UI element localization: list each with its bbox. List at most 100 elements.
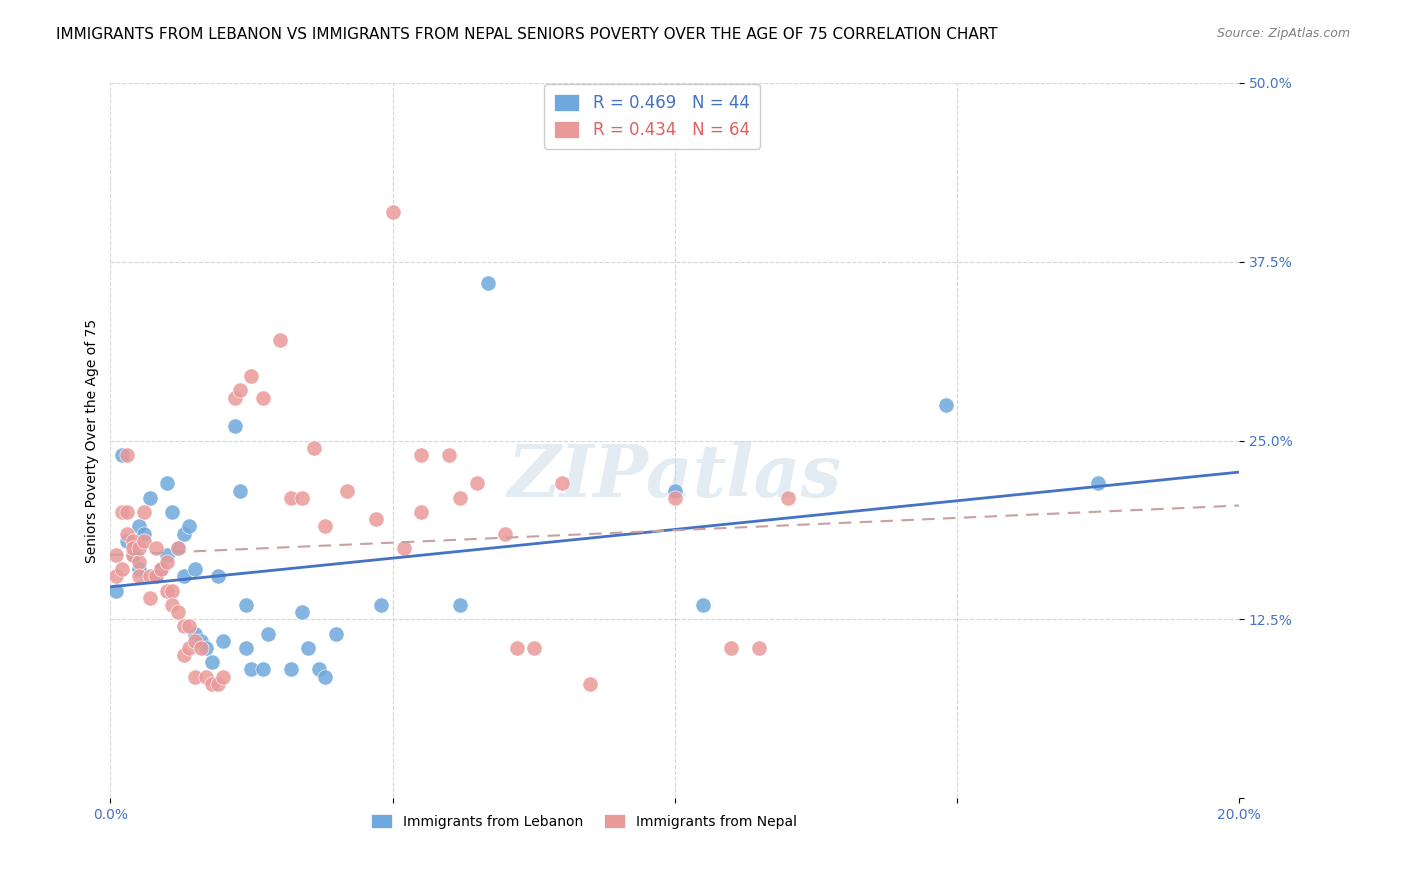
Point [664,491,686,505]
Point [257,626,280,640]
Point [1087,476,1109,491]
Point [409,505,432,519]
Point [240,369,263,384]
Point [437,448,460,462]
Point [523,640,546,655]
Point [156,555,179,569]
Point [692,598,714,612]
Point [184,633,207,648]
Point [190,633,212,648]
Point [776,491,799,505]
Point [505,640,527,655]
Point [477,276,499,290]
Text: Source: ZipAtlas.com: Source: ZipAtlas.com [1216,27,1350,40]
Point [150,562,173,576]
Point [167,541,190,555]
Point [128,541,150,555]
Point [370,598,392,612]
Point [381,204,404,219]
Point [128,519,150,533]
Point [145,569,167,583]
Point [212,669,235,683]
Point [748,640,770,655]
Point [184,669,207,683]
Point [167,541,190,555]
Text: IMMIGRANTS FROM LEBANON VS IMMIGRANTS FROM NEPAL SENIORS POVERTY OVER THE AGE OF: IMMIGRANTS FROM LEBANON VS IMMIGRANTS FR… [56,27,998,42]
Point [224,419,246,434]
Point [179,640,201,655]
Point [392,541,415,555]
Point [128,555,150,569]
Point [105,569,128,583]
Point [269,334,291,348]
Point [111,448,134,462]
Point [252,391,274,405]
Point [139,491,162,505]
Point [235,640,257,655]
Point [195,640,218,655]
Point [314,669,336,683]
Point [117,448,139,462]
Point [105,583,128,598]
Point [297,640,319,655]
Point [167,605,190,619]
Point [173,648,195,662]
Point [291,491,314,505]
Point [134,533,156,548]
Point [184,626,207,640]
Point [122,541,145,555]
Point [128,569,150,583]
Point [134,526,156,541]
Point [224,391,246,405]
Point [240,662,263,676]
Point [173,619,195,633]
Point [336,483,359,498]
Point [449,491,471,505]
Point [229,384,252,398]
Point [173,526,195,541]
Legend: Immigrants from Lebanon, Immigrants from Nepal: Immigrants from Lebanon, Immigrants from… [366,808,803,834]
Point [117,526,139,541]
Point [207,569,229,583]
Point [494,526,516,541]
Point [173,569,195,583]
Point [280,662,302,676]
Point [364,512,387,526]
Point [201,655,224,669]
Text: ZIPatlas: ZIPatlas [508,441,842,512]
Point [302,441,325,455]
Point [201,676,224,690]
Point [579,676,602,690]
Point [291,605,314,619]
Point [162,583,184,598]
Point [150,562,173,576]
Point [229,483,252,498]
Point [122,548,145,562]
Point [190,640,212,655]
Point [179,519,201,533]
Point [235,598,257,612]
Point [449,598,471,612]
Point [551,476,574,491]
Point [117,533,139,548]
Point [212,633,235,648]
Point [145,569,167,583]
Point [139,569,162,583]
Point [128,562,150,576]
Point [122,533,145,548]
Point [105,548,128,562]
Point [664,483,686,498]
Point [162,505,184,519]
Point [195,669,218,683]
Point [156,548,179,562]
Point [117,505,139,519]
Point [162,598,184,612]
Point [252,662,274,676]
Point [111,562,134,576]
Point [111,505,134,519]
Point [207,676,229,690]
Point [134,505,156,519]
Point [145,541,167,555]
Point [156,476,179,491]
Point [325,626,347,640]
